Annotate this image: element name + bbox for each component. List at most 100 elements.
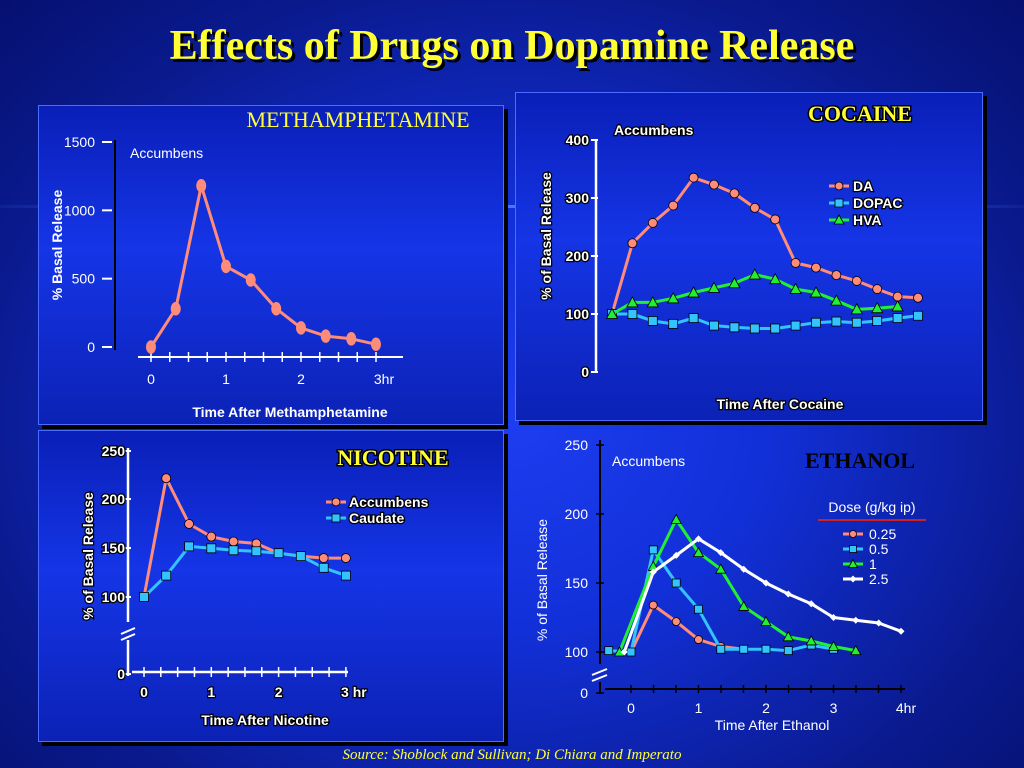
cocaine-series-dopac-point xyxy=(627,309,638,319)
cocaine-series-dopac-point xyxy=(647,316,658,326)
nicotine-series-caudate-point xyxy=(295,551,306,562)
cocaine-legend-label: DOPAC xyxy=(853,195,903,211)
cocaine-series-hva-point xyxy=(769,272,782,285)
source-caption: Source: Shoblock and Sullivan; Di Chiara… xyxy=(342,747,682,763)
nicotine-legend-label: Caudate xyxy=(349,510,404,526)
ethanol-ylabel: % of Basal Release xyxy=(534,519,550,641)
nicotine-series-caudate-point xyxy=(273,548,284,559)
ethanol-series-dose-point xyxy=(671,578,681,588)
cocaine-series-dopac-line xyxy=(612,312,919,330)
ethanol-series-dose-point xyxy=(695,535,702,543)
cocaine-series-da-point xyxy=(709,179,719,190)
ethanol-series-dose-line xyxy=(629,603,744,653)
nicotine-axis-break xyxy=(120,627,136,635)
nicotine-series-caudate-point xyxy=(139,592,149,602)
cocaine-series-hva-point xyxy=(626,296,639,308)
cocaine-series-hva-point xyxy=(850,303,863,315)
cocaine-region-label: Accumbens xyxy=(614,122,694,138)
cocaine-series-da-point xyxy=(668,200,679,211)
meth-series-point xyxy=(221,259,231,274)
cocaine-series-hva-point xyxy=(605,307,619,319)
cocaine-series-dopac-point xyxy=(709,320,719,331)
cocaine-series-dopac-point xyxy=(811,317,821,328)
cocaine-series-dopac-point xyxy=(913,310,923,321)
meth-series-point xyxy=(245,273,256,287)
ethanol-ytick-label: 200 xyxy=(565,506,589,522)
cocaine-series-hva-point xyxy=(646,296,659,308)
ethanol-xtick-label: 2 xyxy=(762,700,770,716)
cocaine-ytick-label: 100 xyxy=(566,306,590,322)
nicotine-ytick-label: 200 xyxy=(102,491,126,507)
meth-ytick-label: 500 xyxy=(72,271,96,287)
ethanol-series-dose-point xyxy=(783,646,793,656)
cocaine-legend-label: DA xyxy=(853,178,873,194)
cocaine-series-da-point xyxy=(790,258,801,268)
cocaine-ytick-label: 400 xyxy=(566,132,590,148)
meth-series-point xyxy=(371,337,381,352)
nicotine-series-caudate-point xyxy=(318,562,329,573)
ethanol-series-dose-point xyxy=(670,513,682,524)
ethanol-series-dose-point xyxy=(739,644,749,654)
ethanol-series-dose-point xyxy=(830,614,837,621)
cocaine-ytick-label: 300 xyxy=(566,190,590,206)
ethanol-series-dose-point xyxy=(875,619,883,627)
ethanol-legend-marker xyxy=(849,575,857,583)
nicotine-series-caudate-point xyxy=(206,543,217,554)
cocaine-series-da-point xyxy=(811,262,821,273)
nicotine-legend-marker xyxy=(331,513,341,523)
ethanol-series-dose-point xyxy=(784,590,792,598)
cocaine-series-da-point xyxy=(913,292,923,303)
ethanol-series-dose-point xyxy=(805,635,817,646)
nicotine-ytick-label: 100 xyxy=(102,589,126,605)
ethanol-series-dose-point xyxy=(850,644,862,656)
ethanol-series-dose-point xyxy=(761,644,771,654)
ethanol-ytick-label: 100 xyxy=(565,644,589,660)
nicotine-series-caudate-point xyxy=(184,541,194,552)
ethanol-series-dose-point xyxy=(672,551,680,559)
cocaine-series-hva-point xyxy=(748,268,761,280)
nicotine-title: NICOTINE xyxy=(337,445,448,470)
nicotine-xtick-label: 0 xyxy=(140,684,148,700)
ethanol-series-dose-point xyxy=(620,648,628,656)
cocaine-series-da-point xyxy=(851,276,862,286)
cocaine-series-da-point xyxy=(749,202,760,213)
meth-xtick-label: 2 xyxy=(297,371,305,387)
ethanol-series-dose-point xyxy=(604,646,614,656)
cocaine-series-dopac-point xyxy=(872,316,883,326)
meth-series-point xyxy=(146,340,156,354)
cocaine-ytick-label: 200 xyxy=(566,248,590,264)
ethanol-series-dose-point xyxy=(782,630,794,642)
nicotine-xtick-label: 1 xyxy=(207,684,215,700)
ethanol-legend-title: Dose (g/kg ip) xyxy=(828,499,915,515)
cocaine-series-hva-point xyxy=(891,300,904,312)
cocaine-series-hva-point xyxy=(687,286,700,298)
cocaine-series-da-point xyxy=(831,270,842,281)
cocaine-xlabel: Time After Cocaine xyxy=(717,396,844,412)
ethanol-series-dose-point xyxy=(692,546,705,558)
cocaine-series-dopac-point xyxy=(668,318,679,329)
meth-series-point xyxy=(296,321,306,335)
cocaine-series-hva-point xyxy=(809,286,823,298)
nicotine-series-accumbens-line xyxy=(142,476,346,598)
decorative-line xyxy=(0,205,1024,208)
cocaine-legend-marker xyxy=(834,181,844,191)
ethanol-series-dose-point xyxy=(626,647,636,657)
cocaine-series-da-point xyxy=(729,188,740,199)
ethanol-ytick-label: 0 xyxy=(580,685,588,701)
cocaine-series-dopac-point xyxy=(851,317,862,328)
nicotine-ylabel: % of Basal Release xyxy=(80,492,96,620)
meth-xtick-label: 3hr xyxy=(374,371,395,387)
ethanol-series-dose-point xyxy=(715,563,727,574)
ethanol-series-dose-point xyxy=(827,640,840,651)
ethanol-series-dose-point xyxy=(740,565,748,573)
ethanol-series-dose-point xyxy=(717,549,725,557)
ethanol-series-dose-point xyxy=(649,568,657,576)
meth-region-label: Accumbens xyxy=(130,145,203,161)
nicotine-legend-marker xyxy=(331,497,341,507)
ethanol-legend-label: 2.5 xyxy=(869,571,889,587)
cocaine-legend-marker xyxy=(833,214,845,225)
meth-title: METHAMPHETAMINE xyxy=(246,107,469,132)
ethanol-series-dose-point xyxy=(852,616,860,624)
ethanol-xlabel: Time After Ethanol xyxy=(715,717,830,733)
